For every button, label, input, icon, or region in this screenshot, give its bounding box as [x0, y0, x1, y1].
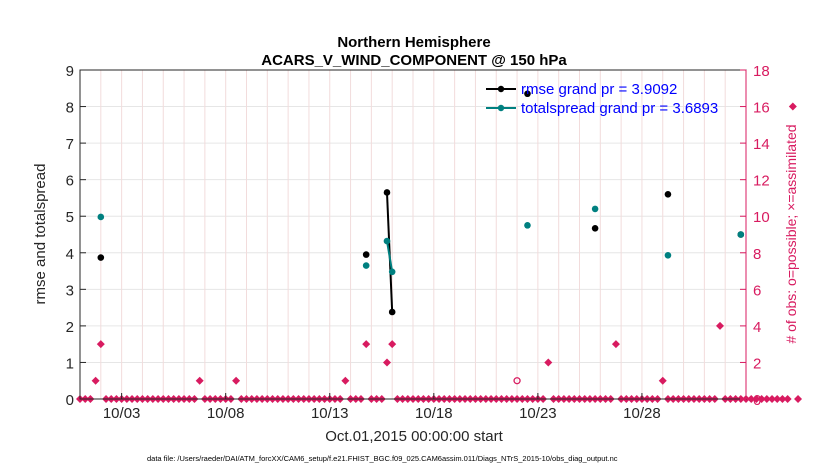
- y-tick-label: 9: [66, 63, 74, 80]
- y2-tick-label: 10: [753, 209, 770, 226]
- y2-tick-label: 6: [753, 282, 761, 299]
- y2-tick-label: 16: [753, 100, 770, 117]
- legend-spread-marker: [497, 104, 505, 112]
- obs-assimilated-marker: [768, 395, 777, 403]
- y2-tick-label: 8: [753, 246, 761, 263]
- obs-assimilated-marker: [773, 395, 782, 403]
- obs-assimilated-marker: [195, 376, 204, 385]
- rmse-point: [383, 189, 391, 196]
- data-file-footer: data file: /Users/raeder/DAI/ATM_forcXX/…: [147, 454, 618, 463]
- rmse-point: [591, 224, 599, 232]
- grid: [80, 70, 746, 399]
- y-tick-label: 0: [66, 392, 74, 409]
- y-tick-label: 7: [66, 136, 74, 153]
- totalspread-point: [737, 231, 745, 238]
- totalspread-point: [383, 237, 391, 245]
- x-tick-label: 10/13: [311, 405, 349, 422]
- obs-assimilated-marker: [232, 376, 241, 385]
- chart-subtitle: ACARS_V_WIND_COMPONENT @ 150 hPa: [261, 52, 567, 69]
- y2-tick-label: 18: [753, 63, 770, 80]
- obs-assimilated-marker: [611, 340, 620, 349]
- y2-tick-label: 14: [753, 136, 770, 153]
- x-tick-label: 10/18: [415, 405, 453, 422]
- y2-tick-label: 0: [753, 392, 761, 409]
- obs-assimilated-marker: [747, 395, 756, 403]
- rmse-point: [362, 251, 370, 258]
- y2-tick-label: 2: [753, 355, 761, 372]
- obs-assimilated-marker: [388, 340, 397, 349]
- y-tick-label: 8: [66, 100, 74, 117]
- obs-assimilated-marker: [783, 395, 792, 403]
- x-axis-label: Oct.01,2015 00:00:00 start: [325, 428, 503, 445]
- obs-assimilated-marker: [362, 340, 371, 349]
- totalspread-point: [388, 268, 396, 276]
- obs-assimilated-marker: [757, 395, 766, 403]
- x-tick-label: 10/28: [623, 405, 661, 422]
- series-layer: [97, 90, 745, 316]
- obs-assimilated-marker: [382, 358, 391, 367]
- totalspread-point: [664, 252, 672, 259]
- obs-assimilated-marker: [91, 376, 100, 385]
- rmse-point: [524, 90, 531, 98]
- series-1-line: [385, 240, 394, 272]
- obs-assimilated-marker: [544, 358, 553, 367]
- totalspread-point: [97, 213, 105, 221]
- y2-axis-label: # of obs: o=possible; ×=assimilated: [783, 124, 799, 343]
- legend-spread-label: totalspread grand pr = 3.6893: [521, 100, 718, 117]
- legend: rmse grand pr = 3.9092 totalspread grand…: [486, 81, 718, 117]
- obs-assimilated-marker: [96, 340, 105, 349]
- x-tick-label: 10/03: [103, 405, 141, 422]
- y-tick-label: 5: [66, 209, 74, 226]
- y2-tick-label: 12: [753, 173, 770, 190]
- y-tick-label: 4: [66, 246, 74, 263]
- rmse-point: [664, 190, 672, 198]
- chart-title: Northern Hemisphere: [337, 34, 490, 51]
- y-tick-label: 2: [66, 319, 74, 336]
- y-tick-label: 1: [66, 355, 74, 372]
- y2-tick-label: 4: [753, 319, 761, 336]
- y-tick-label: 6: [66, 173, 74, 190]
- legend-rmse-marker: [497, 85, 505, 93]
- obs-assimilated-marker: [778, 395, 787, 403]
- obs-assimilated-marker: [752, 395, 761, 403]
- y-tick-label: 3: [66, 282, 74, 299]
- totalspread-point: [591, 205, 599, 213]
- y-axis-label: rmse and totalspread: [32, 164, 49, 305]
- totalspread-point: [362, 262, 370, 269]
- x-tick-label: 10/08: [207, 405, 245, 422]
- obs-assimilated-marker: [715, 321, 724, 330]
- obs-possible-marker: [513, 377, 521, 385]
- legend-rmse-label: rmse grand pr = 3.9092: [521, 81, 677, 98]
- obs-assimilated-marker: [788, 102, 797, 111]
- obs-assimilated-marker: [794, 395, 803, 403]
- rmse-point: [388, 308, 396, 316]
- obs-assimilated-marker: [658, 376, 667, 385]
- obs-assimilated-marker: [341, 376, 350, 385]
- totalspread-point: [524, 222, 531, 229]
- rmse-point: [97, 254, 105, 261]
- x-tick-label: 10/23: [519, 405, 557, 422]
- obs-assimilated-marker: [762, 395, 771, 403]
